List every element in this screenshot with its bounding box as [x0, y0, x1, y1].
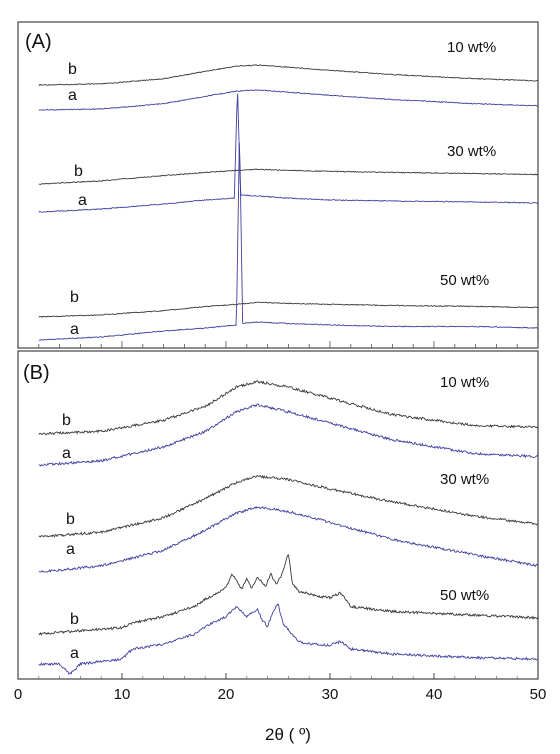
panel-a-trace-b — [38, 301, 539, 318]
panel-a-trace-a — [38, 93, 539, 213]
panel-a-frame — [17, 21, 539, 349]
panel-b-trace-b — [38, 380, 539, 436]
x-axis-tick-label: 20 — [218, 686, 235, 703]
panel-b-series-label: b — [62, 412, 71, 429]
panel-a-trace-a — [38, 89, 539, 111]
panel-b-series-label: a — [66, 541, 75, 558]
panel-b-series-label: a — [70, 645, 79, 662]
panel-a-series-label: b — [74, 163, 83, 180]
panel-b-trace-a — [38, 403, 539, 467]
panel-a-series-label: a — [68, 87, 77, 104]
panel-b-series-label: a — [62, 445, 71, 462]
panel-a-group-label: 50 wt% — [440, 272, 489, 289]
panel-b-trace-b — [38, 554, 539, 636]
panel-b-frame — [17, 350, 539, 680]
panel-a-minor-ticks — [38, 341, 539, 348]
panel-a-group-label: 10 wt% — [447, 39, 496, 56]
panel-b-group-label: 50 wt% — [440, 587, 489, 604]
panel-b-trace-b — [38, 474, 539, 538]
panel-a-series-label: a — [78, 192, 87, 209]
panel-a-trace-b — [38, 168, 539, 185]
panel-b-trace-a — [38, 603, 539, 675]
panel-b: (B) 0 10 20 30 40 50 10 wt% b a 30 wt% b a 50… — [14, 350, 547, 744]
panel-a-labels: 10 wt% b a 30 wt% b a 50 wt% b a — [68, 39, 496, 338]
panel-b-labels: 10 wt% b a 30 wt% b a 50 wt% b a — [62, 374, 489, 662]
panel-a-traces — [38, 64, 539, 341]
x-axis-tick-label: 50 — [530, 686, 547, 703]
x-axis-tick-label: 10 — [114, 686, 131, 703]
panel-b-traces — [38, 380, 539, 675]
panel-b-series-label: b — [66, 511, 75, 528]
panel-a-series-label: b — [68, 61, 77, 78]
panel-a-trace-a — [38, 142, 539, 341]
panel-b-label: (B) — [23, 362, 50, 384]
panel-a: (A) 10 wt% b a 30 wt% b a 50 wt% b a — [17, 21, 539, 349]
panel-b-group-label: 30 wt% — [440, 471, 489, 488]
panel-b-x-axis: 0 10 20 30 40 50 — [14, 673, 547, 703]
panel-b-trace-a — [38, 506, 539, 573]
panel-b-series-label: b — [70, 611, 79, 628]
panel-a-label: (A) — [25, 31, 52, 53]
x-axis-tick-label: 40 — [426, 686, 443, 703]
x-axis-title: 2θ ( º) — [265, 725, 311, 744]
x-axis-tick-label: 30 — [322, 686, 339, 703]
panel-a-trace-b — [38, 64, 539, 86]
x-axis-tick-label: 0 — [14, 686, 22, 703]
panel-a-series-label: b — [70, 289, 79, 306]
panel-a-series-label: a — [70, 321, 79, 338]
panel-a-group-label: 30 wt% — [447, 143, 496, 160]
panel-b-group-label: 10 wt% — [440, 374, 489, 391]
